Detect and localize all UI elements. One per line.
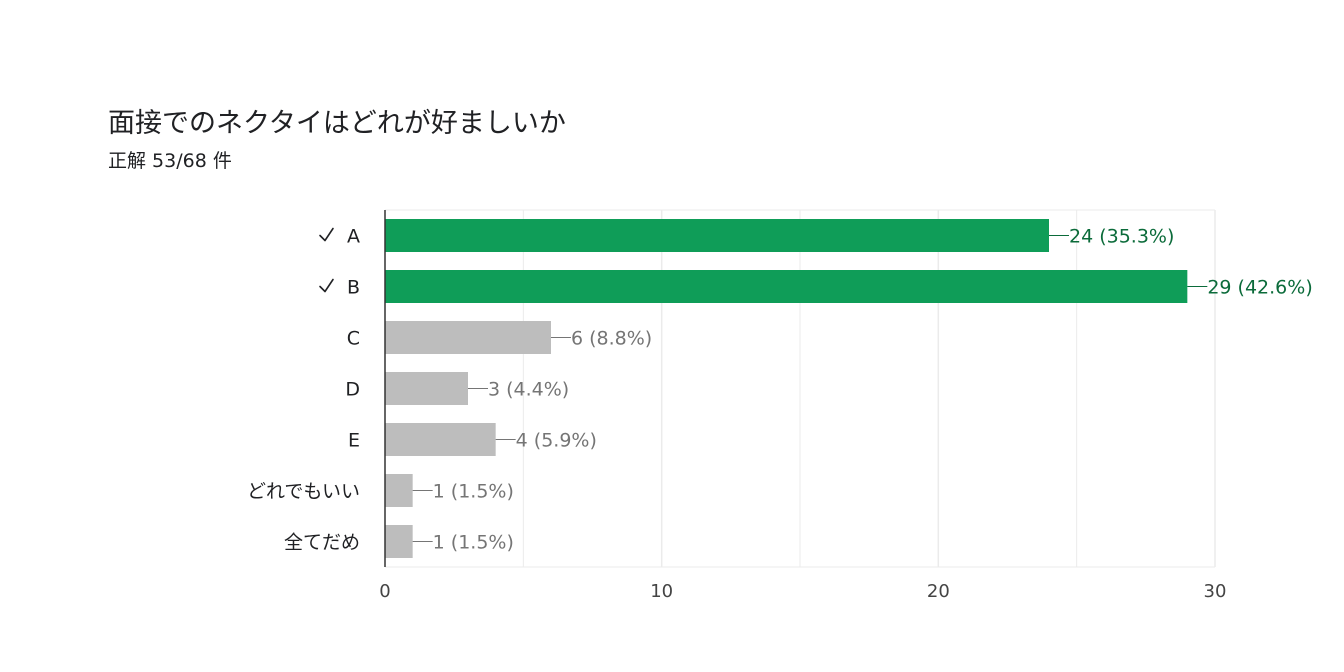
bar-7 <box>385 525 413 558</box>
value-label: 1 (1.5%) <box>433 481 514 503</box>
category-label: E <box>348 430 360 452</box>
category-label: B <box>347 277 360 299</box>
category-label: D <box>345 379 360 401</box>
value-label: 24 (35.3%) <box>1069 226 1174 248</box>
category-label: 全てだめ <box>284 532 360 554</box>
bar-4 <box>385 372 468 405</box>
x-tick-label: 30 <box>1204 581 1227 602</box>
x-tick-label: 10 <box>650 581 673 602</box>
value-label: 4 (5.9%) <box>516 430 597 452</box>
value-label: 29 (42.6%) <box>1207 277 1312 299</box>
bar-1 <box>385 219 1049 252</box>
value-label: 1 (1.5%) <box>433 532 514 554</box>
x-tick-label: 0 <box>379 581 390 602</box>
category-label: C <box>347 328 360 350</box>
bar-3 <box>385 321 551 354</box>
check-icon <box>319 227 334 242</box>
category-label: A <box>347 226 360 248</box>
x-tick-label: 20 <box>927 581 950 602</box>
value-label: 6 (8.8%) <box>571 328 652 350</box>
correct-count: 正解 53/68 件 <box>108 150 232 172</box>
question-title: 面接でのネクタイはどれが好ましいか <box>108 108 566 139</box>
bar-5 <box>385 423 496 456</box>
category-label: どれでもいい <box>247 481 360 503</box>
bar-6 <box>385 474 413 507</box>
value-label: 3 (4.4%) <box>488 379 569 401</box>
check-icon <box>319 278 334 293</box>
bar-2 <box>385 270 1188 303</box>
